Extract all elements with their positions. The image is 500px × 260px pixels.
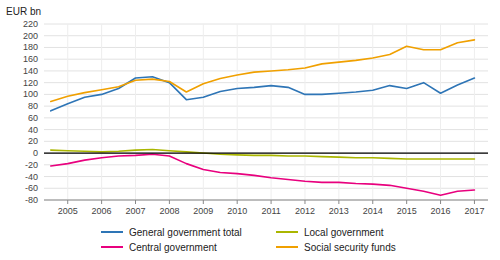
x-tick-label: 2017 <box>464 206 484 216</box>
x-tick <box>203 200 204 204</box>
x-tick <box>304 200 305 204</box>
y-grid-line <box>44 153 488 154</box>
y-grid-line <box>44 200 488 201</box>
x-tick <box>406 200 407 204</box>
x-tick-label: 2014 <box>363 206 383 216</box>
x-grid-line <box>474 24 475 200</box>
x-tick <box>169 200 170 204</box>
x-tick <box>237 200 238 204</box>
x-grid-line <box>271 24 272 200</box>
legend-swatch <box>276 246 298 248</box>
x-tick-label: 2006 <box>92 206 112 216</box>
x-tick-label: 2005 <box>58 206 78 216</box>
x-tick-label: 2007 <box>125 206 145 216</box>
series-line <box>51 77 475 111</box>
y-tick-label: 80 <box>28 101 38 111</box>
x-tick <box>338 200 339 204</box>
x-tick-label: 2015 <box>397 206 417 216</box>
y-tick-label: 220 <box>23 19 38 29</box>
x-grid-line <box>203 24 204 200</box>
legend-swatch <box>101 246 123 248</box>
y-grid-line <box>44 106 488 107</box>
legend-label: General government total <box>129 227 242 238</box>
y-grid-line <box>44 141 488 142</box>
y-grid-line <box>44 24 488 25</box>
legend-swatch <box>276 231 298 233</box>
x-tick <box>271 200 272 204</box>
page: {"chart_data": { "type": "line", "y_labe… <box>0 0 500 260</box>
x-tick <box>101 200 102 204</box>
x-tick-label: 2016 <box>431 206 451 216</box>
y-grid-line <box>44 35 488 36</box>
y-tick-label: 0 <box>33 148 38 158</box>
y-tick-label: 40 <box>28 125 38 135</box>
series-lines <box>51 40 475 195</box>
grid <box>44 24 488 200</box>
y-axis-label: EUR bn <box>6 6 41 17</box>
x-grid-line <box>67 24 68 200</box>
y-tick-label: -40 <box>25 172 38 182</box>
y-grid-line <box>44 164 488 165</box>
y-grid-line <box>44 59 488 60</box>
y-tick-label: 20 <box>28 136 38 146</box>
legend-label: Local government <box>304 227 384 238</box>
x-tick <box>372 200 373 204</box>
legend-swatch <box>101 231 123 233</box>
x-axis-line <box>44 200 488 201</box>
x-grid-line <box>101 24 102 200</box>
y-tick-label: 60 <box>28 113 38 123</box>
y-tick-label: 200 <box>23 31 38 41</box>
x-grid-line <box>406 24 407 200</box>
y-tick-label: 120 <box>23 78 38 88</box>
series-line <box>51 40 475 102</box>
x-tick <box>67 200 68 204</box>
legend: General government total Central governme… <box>101 227 396 253</box>
x-tick-label: 2008 <box>159 206 179 216</box>
x-tick <box>135 200 136 204</box>
chart: -80-60-40-200204060801001201401601802002… <box>0 0 500 260</box>
x-tick-label: 2011 <box>261 206 280 216</box>
legend-label: Social security funds <box>304 242 396 253</box>
y-grid-line <box>44 47 488 48</box>
y-tick-label: 100 <box>23 89 38 99</box>
y-tick-label: -60 <box>25 183 38 193</box>
x-tick <box>474 200 475 204</box>
y-grid-line <box>44 129 488 130</box>
x-tick-label: 2009 <box>193 206 213 216</box>
y-grid-line <box>44 94 488 95</box>
x-tick-label: 2010 <box>227 206 247 216</box>
x-grid-line <box>135 24 136 200</box>
x-grid-line <box>372 24 373 200</box>
x-tick-label: 2012 <box>295 206 315 216</box>
x-grid-line <box>169 24 170 200</box>
x-grid-line <box>338 24 339 200</box>
x-tick <box>440 200 441 204</box>
y-tick-label: 140 <box>23 66 38 76</box>
y-grid-line <box>44 117 488 118</box>
y-tick-label: 180 <box>23 42 38 52</box>
x-grid-line <box>304 24 305 200</box>
legend-label: Central government <box>129 242 217 253</box>
y-grid-line <box>44 188 488 189</box>
x-tick-label: 2013 <box>329 206 349 216</box>
series-line <box>51 154 475 195</box>
zero-line <box>44 152 488 153</box>
series-line <box>51 150 475 159</box>
y-tick-label: 160 <box>23 54 38 64</box>
y-tick-label: -80 <box>25 195 38 205</box>
y-tick-label: -20 <box>25 160 38 170</box>
